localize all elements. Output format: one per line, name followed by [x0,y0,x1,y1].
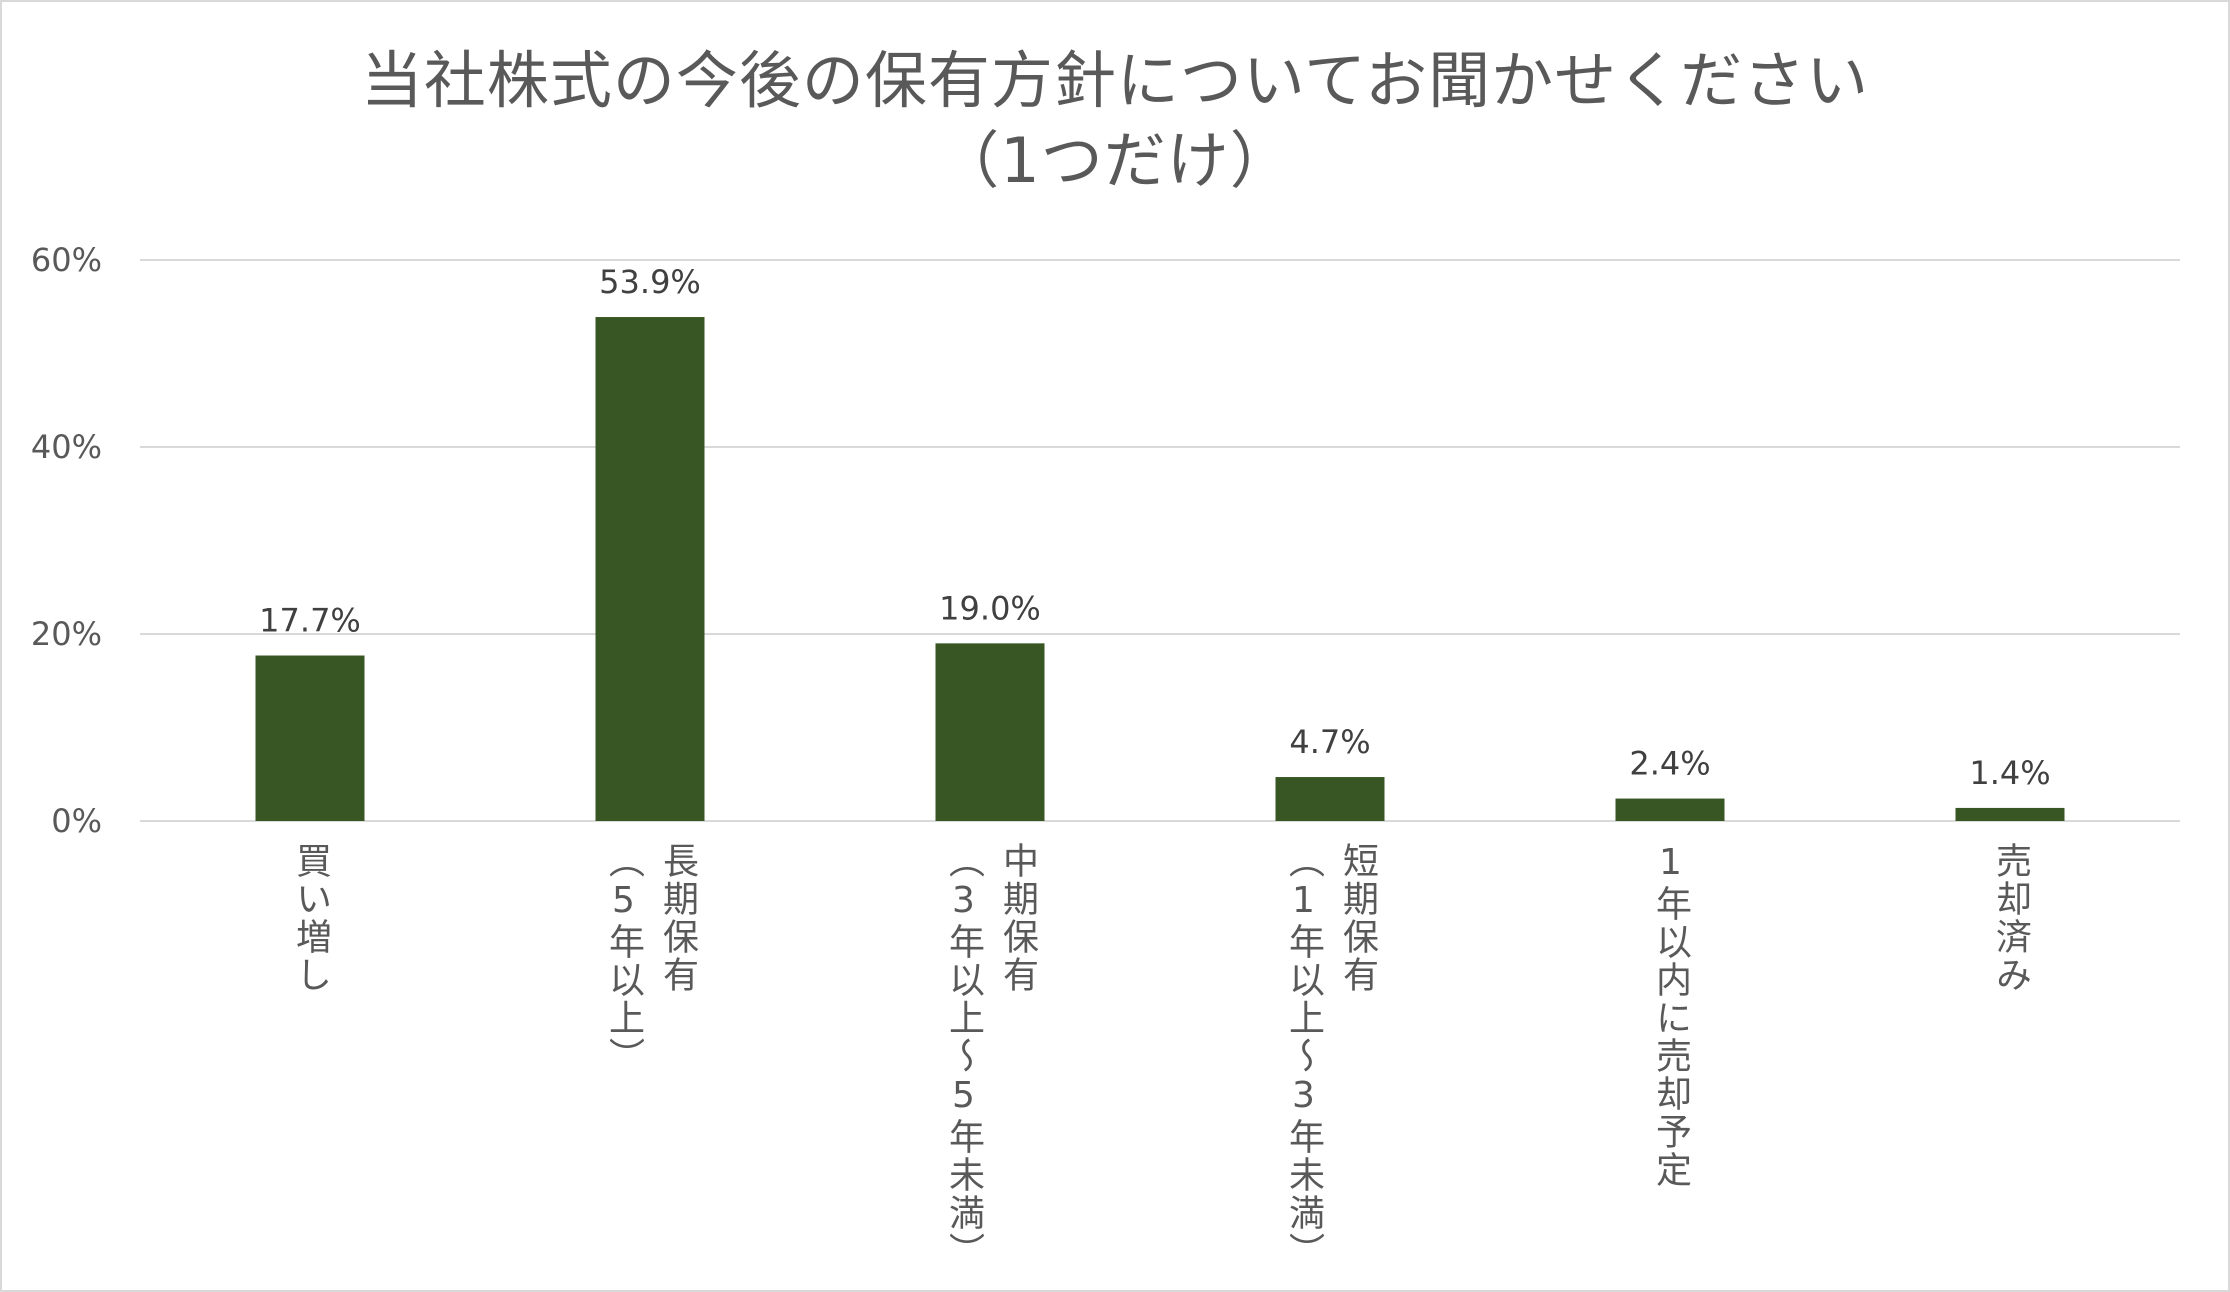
x-category-line: 短期保有 [1337,842,1378,994]
y-tick-label: 40% [31,428,102,466]
data-label: 17.7% [259,602,361,640]
x-category-label: 買い増し [290,842,331,994]
x-category-line: 1年以内に売却予定 [1650,842,1691,1189]
y-tick-label: 20% [31,615,102,653]
bar [1955,807,2065,821]
x-category-line: （3年以上～5年未満） [943,842,984,1270]
x-category-line: （5年以上） [603,842,644,1075]
x-category-label: 1年以内に売却予定 [1650,842,1691,1189]
x-category-label: 短期保有 （1年以上～3年未満） [1283,842,1378,1270]
x-category-line: 長期保有 [657,842,698,994]
x-category-line: 中期保有 [997,842,1038,994]
x-category-label: 売却済み [1990,842,2031,994]
y-tick-label: 0% [51,802,102,840]
chart-subtitle: （1つだけ） [937,124,1293,197]
x-category-line: 買い増し [290,842,331,994]
x-category-label: 中期保有 （3年以上～5年未満） [943,842,1038,1270]
bar [1275,777,1385,821]
bar [255,655,365,821]
data-label: 1.4% [1969,754,2050,792]
x-category-label: 長期保有 （5年以上） [603,842,698,1075]
bar [595,317,705,821]
data-label: 19.0% [939,589,1041,627]
y-tick-label: 60% [31,241,102,279]
bar [935,643,1045,821]
bar [1615,798,1725,821]
chart-title: 当社株式の今後の保有方針についてお聞かせください [360,44,1870,117]
data-label: 2.4% [1629,745,1710,783]
x-category-line: 売却済み [1990,842,2031,994]
data-label: 53.9% [599,263,701,301]
x-category-line: （1年以上～3年未満） [1283,842,1324,1270]
data-label: 4.7% [1289,723,1370,761]
